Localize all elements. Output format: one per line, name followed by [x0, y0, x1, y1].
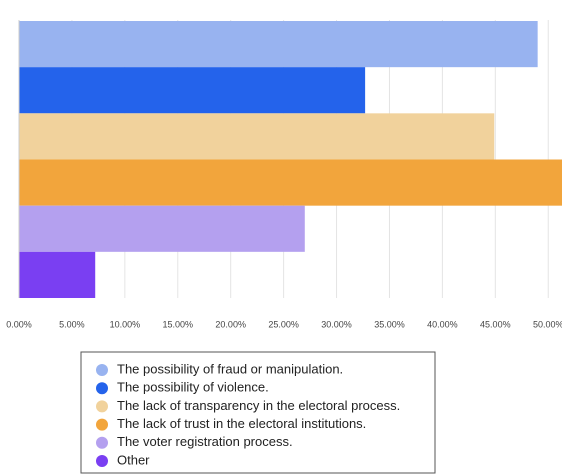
legend-marker [96, 418, 108, 431]
legend-marker [96, 400, 108, 413]
legend-marker [96, 455, 108, 467]
x-tick-label: 5.00% [59, 319, 85, 329]
legend-label: Other [117, 452, 150, 467]
legend-label: The possibility of violence. [117, 380, 269, 395]
x-tick-label: 50.00% [533, 319, 562, 329]
x-tick-label: 15.00% [163, 319, 194, 329]
x-tick-label: 45.00% [480, 319, 511, 329]
legend-label: The lack of transparency in the electora… [117, 398, 400, 413]
x-tick-label: 10.00% [110, 319, 141, 329]
bar [19, 21, 538, 68]
legend-box [80, 351, 436, 474]
x-tick-label: 0.00% [6, 319, 32, 329]
bar [19, 251, 96, 298]
legend-label: The lack of trust in the electoral insti… [117, 416, 366, 431]
bar [19, 159, 562, 206]
x-tick-label: 30.00% [321, 319, 352, 329]
bar [19, 67, 366, 114]
x-tick-label: 35.00% [374, 319, 405, 329]
legend-marker [96, 364, 108, 376]
bar [19, 113, 495, 160]
legend-label: The possibility of fraud or manipulation… [117, 361, 343, 376]
legend-marker [96, 436, 108, 449]
x-tick-label: 25.00% [268, 319, 299, 329]
x-tick-label: 40.00% [427, 319, 458, 329]
legend-label: The voter registration process. [117, 434, 293, 449]
x-tick-label: 20.00% [215, 319, 246, 329]
legend-marker [96, 382, 108, 395]
bar [19, 205, 305, 252]
